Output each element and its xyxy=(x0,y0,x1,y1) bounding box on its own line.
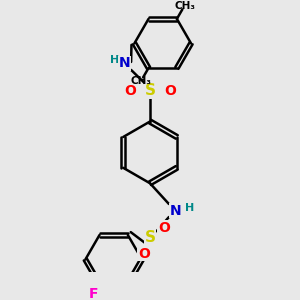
Text: O: O xyxy=(158,221,170,235)
Text: O: O xyxy=(138,247,150,261)
Text: O: O xyxy=(124,84,136,98)
Text: N: N xyxy=(119,56,130,70)
Text: O: O xyxy=(164,84,176,98)
Text: F: F xyxy=(89,287,98,300)
Text: CH₃: CH₃ xyxy=(130,76,152,85)
Text: S: S xyxy=(145,230,155,245)
Text: H: H xyxy=(185,202,195,213)
Text: N: N xyxy=(169,203,181,218)
Text: H: H xyxy=(110,56,119,65)
Text: CH₃: CH₃ xyxy=(174,1,195,11)
Text: S: S xyxy=(145,83,155,98)
